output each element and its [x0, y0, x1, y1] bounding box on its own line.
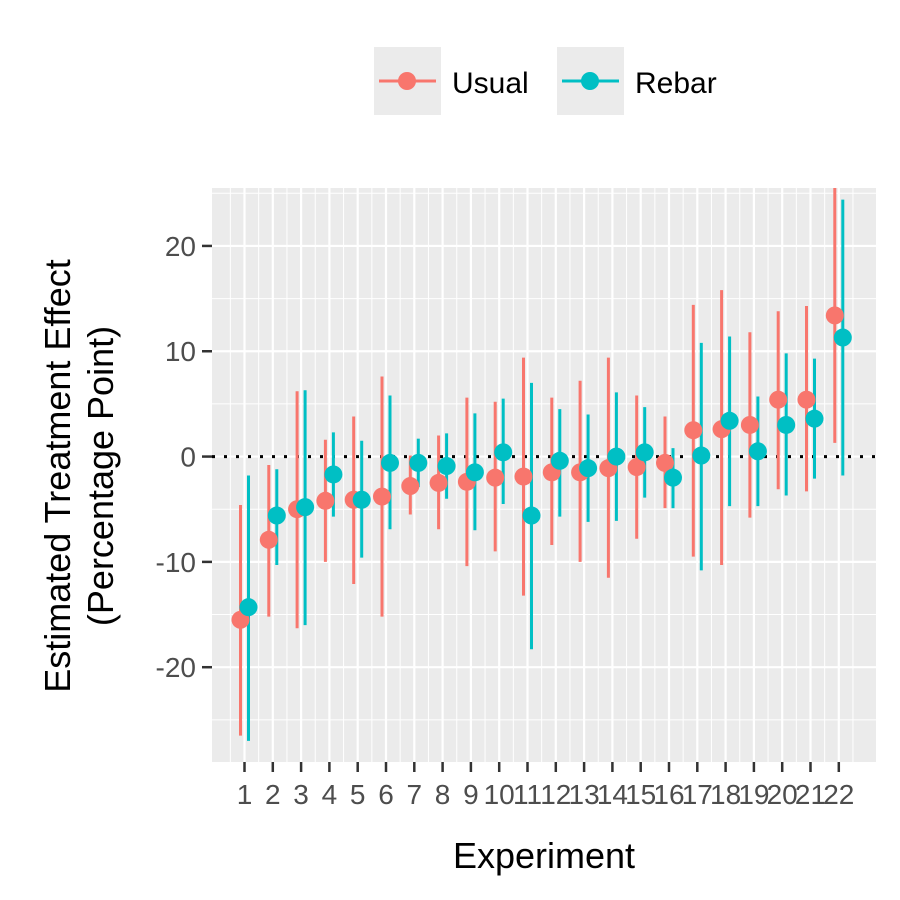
x-tick-label: 15	[625, 779, 656, 810]
x-tick-label: 1	[237, 779, 253, 810]
point-rebar-18	[720, 411, 739, 430]
point-rebar-14	[607, 447, 626, 466]
y-axis-title: Estimated Treatment Effect (Percentage P…	[37, 259, 121, 693]
point-usual-6	[373, 487, 391, 506]
point-usual-4	[316, 491, 335, 510]
x-tick-label: 3	[293, 779, 309, 810]
point-rebar-1	[239, 598, 258, 617]
point-rebar-16	[664, 468, 682, 487]
x-tick-label: 7	[407, 779, 423, 810]
point-rebar-15	[635, 443, 654, 462]
point-usual-15	[627, 458, 646, 477]
point-rebar-11	[522, 506, 541, 525]
point-usual-2	[259, 530, 278, 549]
point-rebar-4	[324, 465, 343, 484]
x-tick-label: 12	[540, 779, 571, 810]
x-tick-label: 11	[513, 779, 542, 810]
point-usual-7	[401, 477, 420, 496]
point-rebar-20	[777, 415, 796, 434]
point-rebar-2	[267, 506, 286, 525]
point-rebar-5	[352, 490, 371, 509]
x-tick-label: 5	[350, 779, 366, 810]
y-tick-label: 10	[165, 336, 196, 367]
point-usual-11	[514, 467, 533, 486]
point-rebar-17	[692, 446, 711, 465]
x-tick-label: 10	[484, 779, 515, 810]
y-tick-label: 0	[180, 442, 196, 473]
x-tick-label: 16	[653, 779, 684, 810]
x-tick-label: 6	[378, 779, 394, 810]
y-axis: 20 10 0 -10 -20	[156, 231, 212, 683]
x-tick-label: 8	[435, 779, 451, 810]
point-usual-16	[656, 453, 674, 472]
y-axis-title-line-1: Estimated Treatment Effect	[37, 259, 78, 693]
y-tick-label: 20	[165, 231, 196, 262]
point-rebar-7	[409, 453, 428, 472]
y-axis-title-line-2: (Percentage Point)	[80, 326, 121, 626]
x-tick-label: 20	[767, 779, 798, 810]
x-tick-label: 9	[463, 779, 479, 810]
point-rebar-10	[494, 443, 513, 462]
x-tick-label: 19	[738, 779, 769, 810]
y-tick-label: -10	[156, 547, 196, 578]
legend-key-rebar-point	[581, 72, 599, 90]
x-tick-label: 21	[795, 779, 826, 810]
legend-label-usual: Usual	[452, 67, 529, 100]
point-rebar-9	[465, 463, 484, 482]
x-tick-label: 4	[322, 779, 338, 810]
x-tick-label: 13	[569, 779, 600, 810]
legend-key-usual-point	[398, 72, 416, 90]
point-rebar-19	[748, 442, 767, 461]
legend: Usual Rebar	[374, 47, 717, 115]
legend-label-rebar: Rebar	[635, 67, 717, 100]
point-usual-21	[797, 390, 816, 409]
x-tick-label: 18	[710, 779, 741, 810]
point-usual-8	[429, 473, 448, 492]
point-usual-10	[486, 468, 505, 487]
point-rebar-3	[296, 498, 315, 517]
point-usual-17	[684, 421, 703, 440]
data-points	[231, 306, 852, 629]
y-tick-label: -20	[156, 652, 196, 683]
point-usual-19	[740, 415, 759, 434]
x-tick-label: 14	[597, 779, 628, 810]
x-tick-label: 22	[823, 779, 854, 810]
x-axis-title: Experiment	[453, 835, 635, 876]
point-rebar-8	[437, 457, 456, 476]
point-rebar-22	[833, 328, 852, 347]
point-rebar-6	[381, 453, 399, 472]
point-rebar-13	[579, 459, 598, 478]
point-rebar-12	[550, 451, 569, 470]
point-rebar-21	[805, 409, 824, 428]
point-usual-20	[769, 390, 788, 409]
point-usual-22	[825, 306, 844, 325]
x-tick-label: 2	[265, 779, 281, 810]
x-tick-label: 17	[682, 779, 713, 810]
